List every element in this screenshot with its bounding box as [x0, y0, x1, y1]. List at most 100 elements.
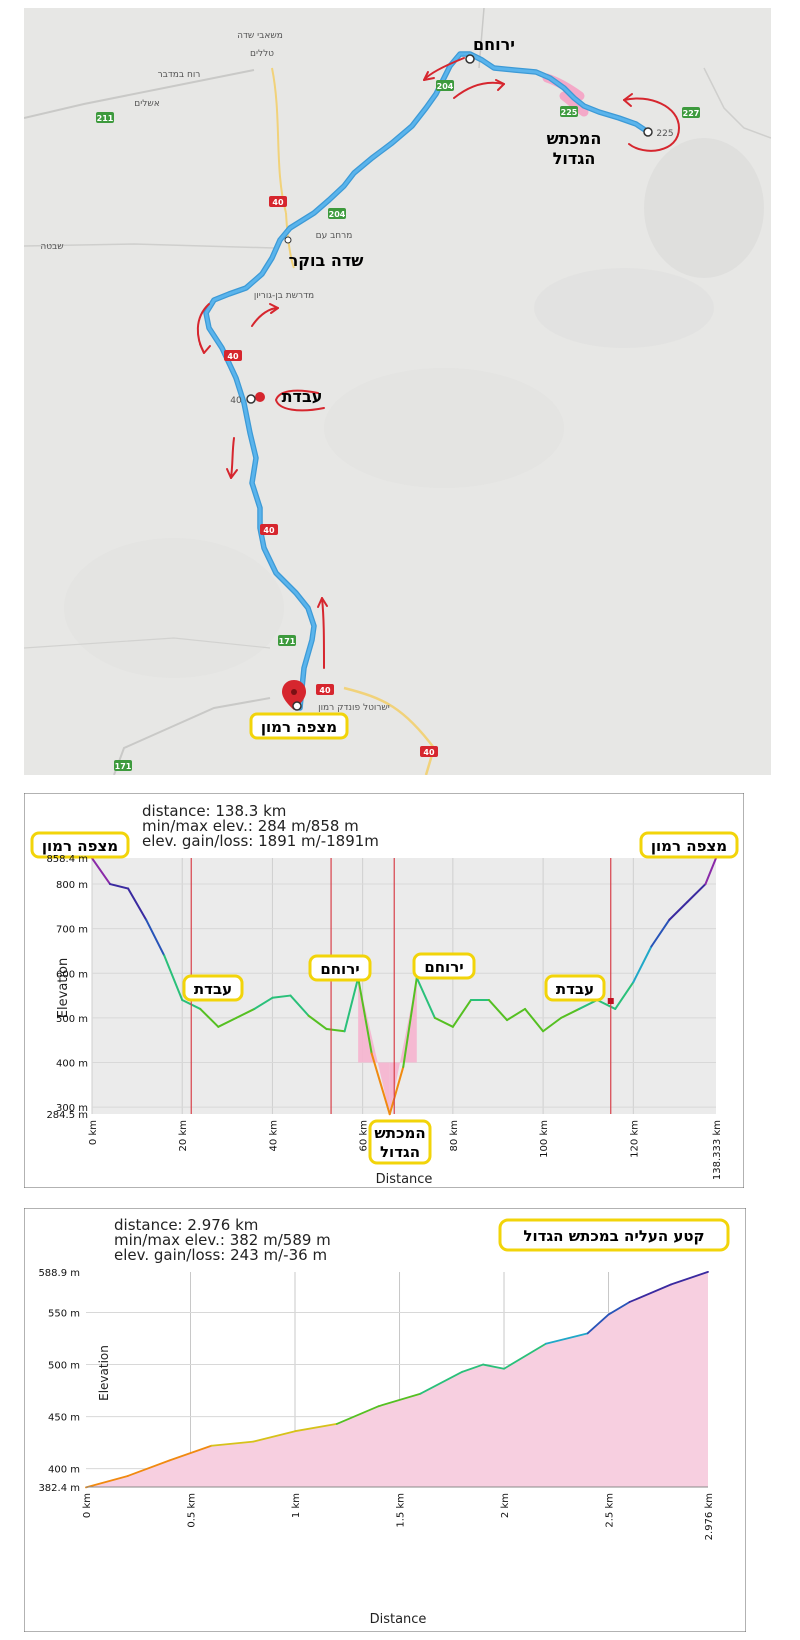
- place-merhav-am: מרחב עם: [316, 231, 353, 241]
- p2-line-segment: [210, 1440, 255, 1447]
- svg-text:40: 40: [263, 526, 275, 535]
- p1-line-segment: [91, 857, 112, 886]
- svg-text:171: 171: [115, 762, 132, 771]
- callout-yeruham-left: ירוחם: [320, 960, 359, 978]
- p2-xtick-label: 0.5 km: [187, 1493, 198, 1528]
- p1-ytick-label: 400 m: [56, 1058, 88, 1069]
- p2-line-segment: [544, 1332, 589, 1345]
- p2-line-segment: [419, 1370, 464, 1395]
- p1-xtick-label: 40 km: [268, 1120, 279, 1151]
- svg-text:204: 204: [329, 210, 346, 219]
- profile1-chart[interactable]: distance: 138.3 km min/max elev.: 284 m/…: [23, 792, 745, 1189]
- svg-text:40: 40: [319, 686, 331, 695]
- p2-line-segment: [252, 1430, 296, 1443]
- p1-ytick-label: 700 m: [56, 925, 88, 936]
- elevation-profile-full[interactable]: distance: 138.3 km min/max elev.: 284 m/…: [23, 792, 745, 1189]
- p1-line-segment: [199, 1007, 220, 1028]
- p1-ytick-label: 300 m: [56, 1103, 88, 1114]
- p2-xtick-label: 2.5 km: [605, 1493, 616, 1528]
- p1-line-segment: [163, 954, 184, 1002]
- p1-line-segment: [632, 945, 653, 984]
- p2-line-segment: [377, 1392, 422, 1408]
- p1-ytick-label: 500 m: [56, 1014, 88, 1025]
- callout-mitzpe-right: מצפה רמון: [651, 837, 727, 855]
- p1-xtick-label: 60 km: [359, 1120, 370, 1151]
- p2-title-callout: קטע העליה במכתש הגדול: [523, 1227, 704, 1245]
- p2-ytick-label: 588.9 m: [38, 1268, 80, 1279]
- waypoint-mitzpe[interactable]: [292, 701, 302, 711]
- p1-line-segment: [686, 883, 707, 903]
- profile2-chart[interactable]: distance: 2.976 km min/max elev.: 382 m/…: [23, 1207, 747, 1633]
- p1-xtick-label: 80 km: [449, 1120, 460, 1151]
- callout-yeruham-right: ירוחם: [424, 958, 463, 976]
- label-sde-boker: שדה בוקר: [289, 251, 364, 270]
- p1-line-segment: [505, 1007, 527, 1022]
- p1-line-segment: [415, 976, 436, 1019]
- p1-line-segment: [343, 976, 360, 1033]
- p1-line-segment: [289, 994, 310, 1017]
- p1-line-segment: [560, 1007, 581, 1019]
- p2-line-segment: [628, 1283, 673, 1303]
- p1-line-segment: [668, 900, 689, 921]
- place-mashabei-sade: משאבי שדה: [237, 31, 283, 41]
- p2-ytick-label: 400 m: [48, 1465, 80, 1476]
- p1-line-segment: [388, 1065, 405, 1116]
- p2-line-segment: [586, 1313, 610, 1335]
- p1-line-segment: [271, 994, 292, 999]
- p2-xlabel: Distance: [370, 1612, 427, 1627]
- p1-line-segment: [235, 1007, 256, 1019]
- p1-line-segment: [357, 976, 373, 1055]
- elevation-profile-ascent[interactable]: distance: 2.976 km min/max elev.: 382 m/…: [23, 1207, 747, 1633]
- p1-line-segment: [542, 1016, 563, 1033]
- p1-stat-minmax: min/max elev.: 284 m/858 m: [142, 817, 359, 835]
- p1-ylabel: Elevation: [56, 958, 71, 1018]
- direction-arrows: [196, 57, 681, 669]
- place-isrotel: ישרוטל פונדק רמון: [318, 703, 390, 713]
- svg-text:204: 204: [437, 82, 454, 91]
- waypoint-avdat[interactable]: [246, 394, 256, 404]
- p1-line-segment: [253, 996, 274, 1010]
- p2-ytick-label: 450 m: [48, 1413, 80, 1424]
- label-mitzpe-ramon: מצפה רמון: [261, 718, 337, 736]
- avdat-marker[interactable]: [255, 392, 265, 402]
- svg-text:211: 211: [97, 114, 114, 123]
- p1-xlabel: Distance: [376, 1172, 433, 1187]
- map-canvas[interactable]: 211 204 204 225 227 40 40 40 40 171 40 4…: [23, 7, 772, 776]
- callout-makhtesh-2: הגדול: [380, 1143, 420, 1161]
- p1-xtick-label: 100 km: [539, 1120, 550, 1158]
- label-makhtesh-1: המכתש: [547, 129, 602, 148]
- p2-ytick-label: 500 m: [48, 1361, 80, 1372]
- callout-avdat-right: עבדת: [556, 980, 594, 998]
- callout-makhtesh-1: המכתש: [374, 1124, 425, 1142]
- svg-text:40: 40: [272, 198, 284, 207]
- p1-line-segment: [650, 918, 671, 948]
- route-map[interactable]: 211 204 204 225 227 40 40 40 40 171 40 4…: [23, 7, 772, 776]
- p2-line-segment: [461, 1363, 485, 1373]
- callout-avdat-left: עבדת: [194, 980, 232, 998]
- waypoint-225[interactable]: [643, 127, 653, 137]
- p2-xtick-label: 2 km: [500, 1493, 511, 1518]
- p2-line-segment: [503, 1342, 547, 1370]
- p1-xtick-label: 20 km: [178, 1120, 189, 1151]
- p1-line-segment: [433, 1016, 454, 1028]
- road-shields: 211 204 204 225 227 40 40 40 40 171 40 4…: [96, 80, 700, 771]
- svg-text:40: 40: [227, 352, 239, 361]
- p1-xtick-label: 138.333 km: [712, 1120, 723, 1180]
- p2-line-segment: [335, 1405, 380, 1425]
- p1-line-segment: [596, 999, 617, 1010]
- p1-ytick-label: 800 m: [56, 880, 88, 891]
- p2-xtick-label: 1 km: [291, 1493, 302, 1518]
- p2-line-segment: [482, 1363, 505, 1370]
- place-ruach-bamidbar: רוח במדבר: [158, 70, 201, 80]
- p2-line-segment: [607, 1301, 631, 1316]
- place-shivta: שבטה: [40, 242, 63, 252]
- svg-text:225: 225: [561, 108, 578, 117]
- place-midreshet: מדרשת בן-גוריון: [254, 291, 314, 301]
- waypoint-yeruham[interactable]: [465, 54, 475, 64]
- p2-line-segment: [126, 1459, 171, 1477]
- p1-line-segment: [109, 883, 130, 890]
- p1-line-segment: [127, 887, 148, 921]
- p1-line-segment: [704, 857, 717, 886]
- p2-xtick-label: 1.5 km: [396, 1493, 407, 1528]
- p2-ytick-label: 550 m: [48, 1309, 80, 1320]
